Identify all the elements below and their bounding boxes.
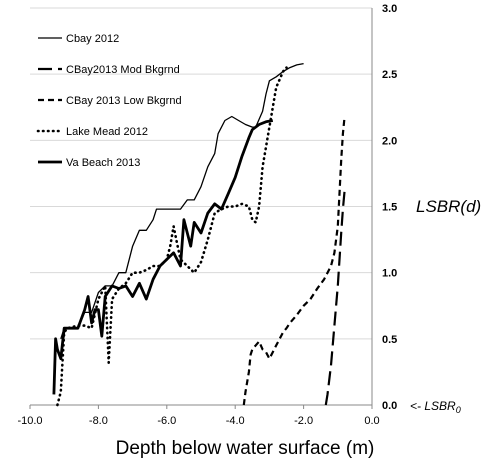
legend-label-5: Va Beach 2013 bbox=[66, 157, 140, 169]
legend-label-4: Lake Mead 2012 bbox=[66, 126, 148, 138]
legend-label-3: CBay 2013 Low Bkgrnd bbox=[66, 95, 182, 107]
y-tick-label: 2.5 bbox=[382, 69, 397, 81]
y-tick-label: 1.0 bbox=[382, 268, 397, 280]
y-tick-label: 1.5 bbox=[382, 202, 397, 214]
legend-label-2: CBay2013 Mod Bkgrnd bbox=[66, 64, 180, 76]
x-tick-label: -6.0 bbox=[157, 415, 176, 427]
tick-labels: -10.0 -8.0 -6.0 -4.0 -2.0 0.00.0 0.5 1.0 1.5 2.0 2… bbox=[17, 3, 397, 427]
y-tick-label: 2.0 bbox=[382, 135, 397, 147]
y-tick-label: 0.5 bbox=[382, 334, 397, 346]
y-tick-label: 3.0 bbox=[382, 3, 397, 15]
x-tick-label: -8.0 bbox=[89, 415, 108, 427]
lsbr0-annotation: <- LSBR0 bbox=[410, 399, 461, 415]
x-tick-label: -4.0 bbox=[226, 415, 245, 427]
series-lines bbox=[52, 62, 347, 407]
series-line-5 bbox=[52, 119, 274, 395]
series-line-3 bbox=[242, 116, 346, 406]
series-line-1 bbox=[60, 62, 304, 339]
legend-label-1: Cbay 2012 bbox=[66, 33, 119, 45]
x-axis-title: Depth below water surface (m) bbox=[115, 438, 375, 459]
series-line-4 bbox=[56, 66, 288, 407]
y-axis-title: LSBR(d) bbox=[416, 197, 481, 216]
x-tick-label: -2.0 bbox=[294, 415, 313, 427]
series-line-2 bbox=[324, 186, 347, 406]
legend: Cbay 2012 CBay2013 Mod Bkgrnd CBay 2013 Lo… bbox=[36, 33, 182, 169]
x-tick-label: 0.0 bbox=[364, 415, 379, 427]
y-tick-label: 0.0 bbox=[382, 400, 397, 412]
axes bbox=[29, 8, 373, 409]
gridlines bbox=[30, 7, 372, 406]
x-tick-label: -10.0 bbox=[17, 415, 42, 427]
